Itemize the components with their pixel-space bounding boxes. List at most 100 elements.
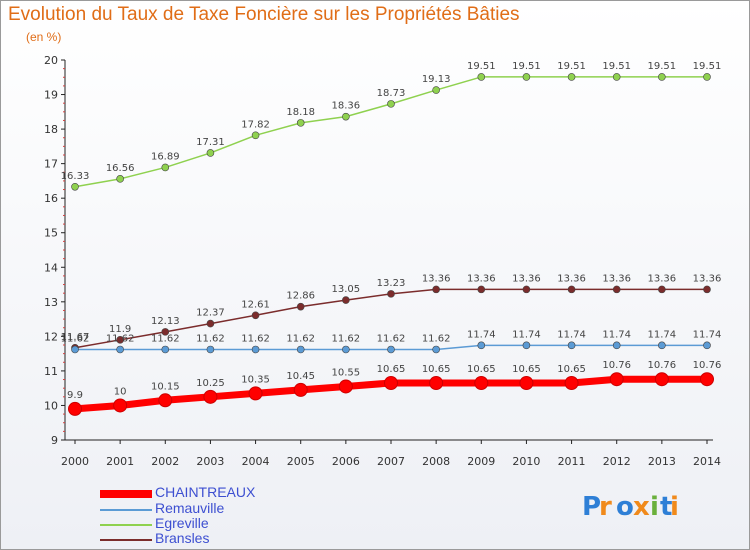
data-label: 12.13 (151, 316, 180, 327)
data-point (700, 372, 714, 387)
data-point (474, 376, 489, 390)
chart-title: Evolution du Taux de Taxe Foncière sur l… (8, 4, 520, 25)
data-label: 16.33 (61, 171, 90, 182)
data-label: 13.05 (332, 284, 361, 295)
x-tick-label: 2002 (151, 455, 179, 468)
data-label: 10.65 (422, 364, 451, 375)
data-label: 10 (114, 386, 127, 397)
data-label: 19.51 (693, 61, 722, 72)
data-point (293, 382, 308, 397)
data-point (658, 73, 666, 81)
data-label: 19.13 (422, 74, 451, 85)
data-label: 18.36 (332, 101, 361, 112)
data-label: 10.25 (196, 378, 225, 389)
data-point (161, 328, 170, 336)
logo-letter: i (670, 492, 679, 522)
data-point (251, 311, 260, 320)
data-label: 11.62 (377, 333, 406, 344)
data-point (251, 131, 260, 140)
logo-letter: i (650, 492, 659, 522)
data-label: 19.51 (512, 61, 541, 72)
data-point (612, 341, 621, 350)
data-point (658, 285, 666, 294)
data-label: 13.36 (422, 273, 451, 284)
data-label: 19.51 (467, 61, 496, 72)
data-label: 11.62 (151, 333, 180, 344)
data-point (658, 341, 666, 350)
data-label: 10.65 (377, 364, 406, 375)
data-label: 13.36 (512, 273, 541, 284)
x-tick-label: 2001 (106, 455, 134, 468)
data-point (567, 73, 576, 81)
data-label: 11.62 (61, 333, 90, 344)
data-point (703, 285, 711, 294)
data-label: 13.36 (693, 273, 722, 284)
legend-label: CHAINTREAUX (155, 484, 256, 500)
y-tick-label: 11 (44, 365, 58, 378)
data-label: 17.31 (196, 137, 225, 148)
data-label: 11.62 (286, 333, 315, 344)
data-label: 10.65 (467, 364, 496, 375)
y-tick-label: 12 (44, 330, 58, 343)
data-point (384, 376, 398, 390)
y-tick-label: 13 (44, 296, 58, 309)
data-point (116, 336, 124, 344)
data-label: 12.86 (286, 291, 315, 302)
data-point (206, 345, 215, 354)
data-label: 19.51 (648, 61, 677, 72)
y-tick-label: 14 (44, 261, 58, 274)
data-label: 11.62 (241, 333, 270, 344)
data-point (564, 376, 579, 390)
data-label: 11.74 (648, 329, 677, 340)
data-point (71, 182, 79, 191)
data-point (116, 175, 124, 183)
legend-swatch (100, 524, 152, 526)
data-label: 11.74 (602, 329, 631, 340)
data-point (387, 290, 395, 298)
data-label: 11.62 (332, 333, 361, 344)
data-point (342, 296, 350, 304)
x-tick-label: 2004 (242, 455, 270, 468)
data-point (522, 73, 531, 81)
data-label: 11.74 (467, 329, 496, 340)
legend-swatch (100, 509, 152, 511)
data-label: 10.65 (512, 364, 541, 375)
data-point (703, 341, 711, 350)
y-tick-label: 10 (44, 399, 58, 412)
data-point (432, 285, 440, 294)
data-label: 10.76 (648, 360, 677, 371)
data-label: 18.18 (286, 107, 315, 118)
data-point (567, 285, 576, 294)
data-point (522, 341, 531, 350)
data-point (612, 285, 621, 294)
y-tick-label: 19 (44, 89, 58, 102)
logo-letter: o (616, 492, 634, 522)
data-label: 11.74 (557, 329, 586, 340)
data-label: 11.62 (106, 333, 135, 344)
data-point (158, 393, 173, 408)
x-tick-label: 2009 (467, 455, 495, 468)
data-label: 12.37 (196, 308, 225, 319)
x-tick-label: 2010 (512, 455, 540, 468)
data-label: 10.35 (241, 374, 270, 385)
y-tick-label: 15 (44, 227, 58, 240)
data-label: 19.51 (557, 61, 586, 72)
logo-letter: r (599, 492, 612, 522)
data-point (519, 376, 534, 390)
y-tick-label: 18 (44, 123, 58, 136)
legend-swatch (100, 490, 152, 498)
data-label: 10.55 (332, 367, 361, 378)
x-tick-label: 2007 (377, 455, 405, 468)
x-tick-label: 2012 (603, 455, 631, 468)
data-label: 10.76 (693, 360, 722, 371)
data-label: 13.36 (467, 273, 496, 284)
data-point (296, 119, 305, 127)
data-point (71, 345, 79, 354)
legend-swatch (100, 539, 152, 541)
data-point (342, 345, 350, 354)
data-point (654, 372, 669, 387)
data-point (68, 401, 82, 416)
data-label: 11.62 (196, 333, 225, 344)
data-point (703, 73, 711, 81)
